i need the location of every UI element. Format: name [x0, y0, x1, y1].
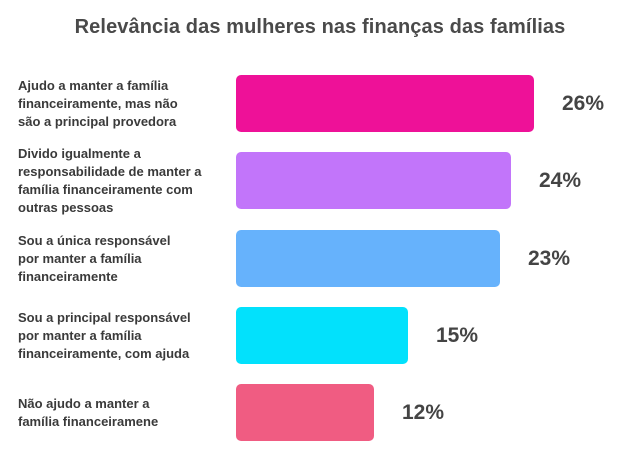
category-label: Divido igualmente a responsabilidade de m…	[18, 145, 228, 217]
bar	[236, 307, 408, 364]
category-label-line: Ajudo a manter a família	[18, 77, 169, 93]
bar	[236, 230, 500, 287]
category-label-line: outras pessoas	[18, 199, 114, 215]
category-label-line: Não ajudo a manter a	[18, 395, 150, 411]
category-label: Não ajudo a manter a família financeirame…	[18, 395, 228, 431]
category-label: Sou a principal responsável por manter a …	[18, 309, 228, 363]
value-label: 24%	[539, 168, 582, 192]
category-label-line: financeiramente	[18, 268, 118, 284]
category-label-line: responsabilidade de manter a	[18, 163, 202, 179]
category-label-line: financeiramente, mas não	[18, 95, 178, 111]
bar	[236, 75, 534, 132]
bar	[236, 384, 374, 441]
category-label-line: família financeiramente com	[18, 181, 193, 197]
category-label-line: Divido igualmente a	[18, 145, 141, 161]
value-label: 26%	[562, 91, 605, 115]
category-label-line: por manter a família	[18, 250, 142, 266]
category-label-line: por manter a família	[18, 327, 142, 343]
value-label: 15%	[436, 323, 479, 347]
category-label: Ajudo a manter a família financeiramente,…	[18, 77, 228, 131]
value-label: 12%	[402, 400, 445, 424]
category-label-line: família financeiramene	[18, 413, 159, 429]
category-label-line: financeiramente, com ajuda	[18, 345, 190, 361]
category-label-line: Sou a única responsável	[18, 232, 171, 248]
value-label: 23%	[528, 246, 571, 270]
category-label-line: Sou a principal responsável	[18, 309, 191, 325]
category-label: Sou a única responsável por manter a famí…	[18, 232, 228, 286]
chart-title: Relevância das mulheres nas finanças das…	[74, 16, 566, 38]
category-label-line: são a principal provedora	[18, 113, 177, 129]
bar	[236, 152, 511, 209]
